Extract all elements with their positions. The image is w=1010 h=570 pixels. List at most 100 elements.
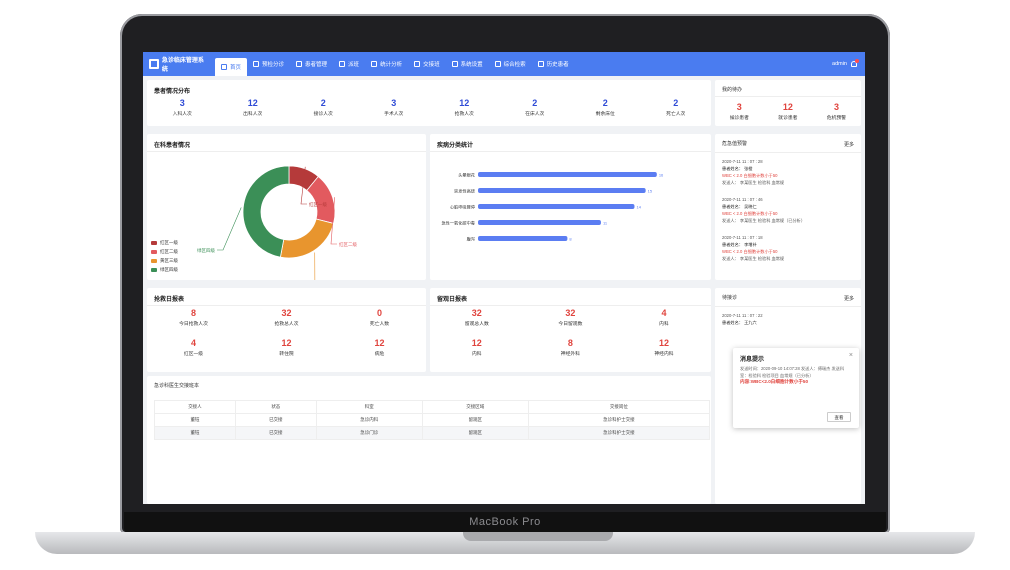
- column-header[interactable]: 交接岗位: [527, 400, 711, 414]
- stat-rescue[interactable]: 12 抢救人次: [429, 98, 500, 117]
- tab-shift[interactable]: 派班: [333, 52, 365, 76]
- tab-label: 预检分诊: [262, 62, 285, 68]
- legend-swatch: [151, 259, 157, 263]
- stat-label: 病危: [374, 352, 385, 357]
- more-link[interactable]: 更多: [843, 142, 854, 148]
- stat-visiting[interactable]: 12 就诊患者: [764, 102, 813, 121]
- column-header[interactable]: 交接人: [154, 400, 236, 414]
- stat-label: 神经内科: [654, 352, 674, 357]
- tab-search[interactable]: 综合检索: [489, 52, 532, 76]
- stat-free-beds[interactable]: 2 剩余床位: [570, 98, 641, 117]
- item-time: 2020-7-11 11 : 07 : 28: [722, 159, 763, 164]
- tab-patients[interactable]: 患者管理: [290, 52, 333, 76]
- warning-item[interactable]: 2020-7-11 11 : 07 : 18 患者姓名： 李增补 WBC < 2…: [722, 234, 854, 262]
- legend-yellow-3[interactable]: 黄区三级: [151, 258, 178, 264]
- bar[interactable]: [478, 204, 635, 209]
- stat-discharge[interactable]: 12 出科人次: [218, 98, 289, 117]
- panel-title: 在科患者情况: [154, 143, 191, 149]
- column-header[interactable]: 状态: [234, 400, 317, 414]
- table-cell: 急诊门诊: [315, 426, 423, 440]
- stat-neurology[interactable]: 12 神经内科: [617, 338, 711, 357]
- stat-observe-today[interactable]: 32 今日留观数: [524, 308, 618, 327]
- stat-red-1[interactable]: 4 红区一级: [147, 338, 240, 357]
- stat-label: 死亡人数: [369, 322, 390, 327]
- my-todo-panel: 我的待办 3 候诊患者 12 就诊患者 3 危机预警: [715, 80, 861, 126]
- panel-title: 患者情况分布: [154, 89, 191, 95]
- donut-slice[interactable]: [242, 165, 290, 258]
- stat-label: 转住院: [279, 352, 294, 357]
- stat-value: 2: [602, 98, 608, 108]
- todo-stats: 3 候诊患者 12 就诊患者 3 危机预警: [715, 102, 861, 121]
- table-row[interactable]: 董钰 已交接 急诊门诊 留观区 急诊科护士交接: [154, 426, 711, 440]
- device-label: MacBook Pro: [469, 516, 541, 528]
- tab-home[interactable]: 首页: [215, 58, 248, 76]
- tab-label: 派班: [348, 62, 360, 68]
- stat-today-rescue[interactable]: 8 今日抢救人次: [147, 308, 240, 327]
- stat-label: 神经外科: [560, 352, 580, 357]
- stat-value: 3: [833, 102, 839, 112]
- stat-value: 3: [179, 98, 185, 108]
- pending-item[interactable]: 2020-7-11 11 : 07 : 22 患者姓名： 王九六: [722, 312, 854, 326]
- stat-observe-total[interactable]: 32 留观总人数: [430, 308, 524, 327]
- gear-icon: [451, 61, 458, 67]
- item-alert: WBC < 2.0 白细胞计数小于50: [722, 249, 778, 254]
- warning-item[interactable]: 2020-7-11 11 : 07 : 46 患者姓名： 吴晓仁 WBC < 2…: [722, 196, 854, 224]
- column-header[interactable]: 交接区域: [421, 400, 529, 414]
- stat-deaths[interactable]: 2 死亡人次: [641, 98, 712, 117]
- divider: [430, 151, 711, 152]
- bar[interactable]: [478, 188, 646, 193]
- view-button[interactable]: 查看: [827, 412, 851, 422]
- disease-chart-panel: 疾病分类统计 头晕眼花 16 突发性高烧 15 心脏呼吸骤停 14 急性一氧化碳中毒 11 腹泻…: [430, 134, 711, 280]
- more-link[interactable]: 更多: [843, 296, 854, 302]
- stat-internal-2[interactable]: 12 内科: [430, 338, 524, 357]
- stat-neurosurgery[interactable]: 8 神经外科: [524, 338, 618, 357]
- tab-history[interactable]: 历史患者: [532, 52, 575, 76]
- divider: [715, 152, 861, 153]
- item-source: 发送人： 李某医生 检验科 血常规（已分析）: [722, 218, 806, 223]
- brand[interactable]: 急诊临床管理系统: [143, 55, 215, 73]
- legend-red-1[interactable]: 红区一级: [151, 240, 178, 246]
- bell-icon[interactable]: [851, 59, 859, 67]
- stat-value: 12: [471, 338, 482, 348]
- tab-stats[interactable]: 统计分析: [365, 52, 408, 76]
- laptop-base: [35, 532, 975, 554]
- popup-alert: 内容:WBC<2.0白细胞计数小于50: [740, 379, 809, 384]
- stat-deaths[interactable]: 0 死亡人数: [333, 308, 426, 327]
- close-icon[interactable]: ×: [848, 352, 853, 359]
- rescue-daily-panel: 抢救日报表 8 今日抢救人次 32 抢救总人次 0 死亡人数 4 红区一级 12 转住院 …: [147, 288, 426, 372]
- tab-handover[interactable]: 交接班: [408, 52, 446, 76]
- legend-green-4[interactable]: 绿区四级: [151, 267, 178, 273]
- donut-slice[interactable]: [279, 218, 335, 259]
- stat-in-bed[interactable]: 2 在床人次: [500, 98, 571, 117]
- stat-received[interactable]: 2 接诊人次: [288, 98, 359, 117]
- legend-red-2[interactable]: 红区二级: [151, 249, 178, 255]
- stat-internal[interactable]: 4 内科: [617, 308, 711, 327]
- stat-value: 32: [565, 308, 576, 318]
- stat-total-rescue[interactable]: 32 抢救总人次: [240, 308, 333, 327]
- stat-waiting[interactable]: 3 候诊患者: [715, 102, 764, 121]
- table-row[interactable]: 董钰 已交接 急诊内科 留观区 急诊科护士交接: [154, 413, 711, 427]
- stat-admit[interactable]: 3 入科人次: [147, 98, 218, 117]
- stat-crisis[interactable]: 3 危机预警: [812, 102, 861, 121]
- username[interactable]: admin: [832, 61, 847, 67]
- stat-label: 内科: [659, 322, 669, 327]
- table-cell: 留观区: [421, 426, 529, 440]
- bar[interactable]: [478, 220, 601, 225]
- warning-item[interactable]: 2020-7-11 11 : 07 : 28 患者姓名： 张橙 WBC < 2.…: [722, 158, 854, 186]
- tab-triage[interactable]: 预检分诊: [247, 52, 290, 76]
- bar[interactable]: [478, 172, 657, 177]
- stat-label: 内科: [471, 352, 482, 357]
- bar[interactable]: [478, 236, 568, 241]
- tab-settings[interactable]: 系统设置: [446, 52, 489, 76]
- stat-surgery[interactable]: 3 手术人次: [359, 98, 430, 117]
- column-header[interactable]: 科室: [315, 400, 423, 414]
- stat-transfer[interactable]: 12 转住院: [240, 338, 333, 357]
- table-cell: 董钰: [154, 413, 236, 427]
- stat-value: 3: [391, 98, 397, 108]
- document-icon: [253, 61, 260, 67]
- stat-critical[interactable]: 12 病危: [333, 338, 426, 357]
- item-patient: 患者姓名： 张橙: [722, 166, 753, 171]
- value-label: 8: [569, 237, 572, 242]
- stat-label: 抢救人次: [454, 112, 474, 117]
- value-label: 14: [636, 205, 641, 210]
